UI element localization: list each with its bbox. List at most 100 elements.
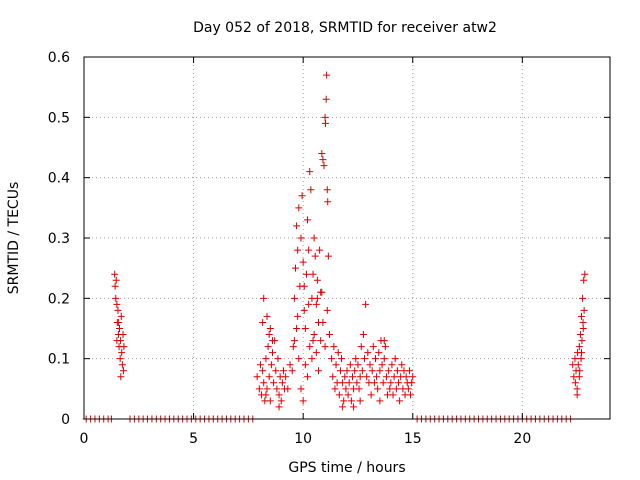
data-point xyxy=(338,355,346,363)
data-point xyxy=(255,385,263,393)
data-point xyxy=(293,325,301,332)
data-point xyxy=(391,355,399,363)
data-point xyxy=(273,385,281,393)
data-point xyxy=(340,397,348,405)
y-tick-label: 0.1 xyxy=(48,352,70,368)
data-point xyxy=(307,186,315,194)
data-point xyxy=(336,367,344,375)
data-point xyxy=(578,312,586,320)
y-tick-label: 0.3 xyxy=(48,231,70,247)
data-point xyxy=(319,318,327,326)
data-point xyxy=(300,306,308,314)
data-point xyxy=(319,156,327,164)
data-point xyxy=(266,325,274,332)
chart-title: Day 052 of 2018, SRMTID for receiver atw… xyxy=(193,20,497,36)
data-point xyxy=(113,300,121,308)
data-point xyxy=(405,367,413,375)
data-point xyxy=(325,331,333,339)
data-point xyxy=(318,150,326,158)
data-point xyxy=(279,367,287,375)
data-point xyxy=(379,379,387,387)
y-tick-label: 0 xyxy=(61,412,70,428)
data-point xyxy=(277,397,285,405)
data-point xyxy=(256,361,264,369)
x-tick-label: 15 xyxy=(404,431,422,447)
data-point xyxy=(573,391,581,399)
data-point xyxy=(309,337,317,345)
data-point xyxy=(299,258,307,266)
data-point xyxy=(301,361,309,369)
data-point xyxy=(300,282,308,290)
data-point xyxy=(313,276,321,284)
y-axis-label: SRMTID / TECUs xyxy=(6,182,22,295)
data-point xyxy=(316,246,324,254)
x-axis-label: GPS time / hours xyxy=(288,460,405,476)
data-point xyxy=(323,71,331,79)
data-point xyxy=(322,119,330,127)
data-point xyxy=(392,385,400,393)
data-point xyxy=(305,246,313,254)
axis-ticks: 0 5 10 15 20 0 0.1 0.2 0.3 0.4 0.5 0.6 xyxy=(48,50,610,447)
data-point xyxy=(334,349,342,357)
data-point xyxy=(118,349,126,357)
data-point xyxy=(368,367,376,375)
data-point xyxy=(361,355,369,363)
data-point xyxy=(402,373,410,381)
data-point xyxy=(359,331,367,339)
data-point xyxy=(260,379,268,387)
data-point xyxy=(118,361,126,369)
data-point xyxy=(115,318,123,326)
data-point xyxy=(324,198,332,206)
data-point xyxy=(362,300,370,308)
data-point xyxy=(571,379,579,387)
data-point xyxy=(376,367,384,375)
data-point xyxy=(352,355,360,363)
data-point xyxy=(262,355,270,363)
data-point xyxy=(363,373,371,381)
data-point xyxy=(579,294,587,302)
x-tick-label: 10 xyxy=(294,431,312,447)
data-point xyxy=(574,361,582,369)
data-point xyxy=(304,216,312,224)
data-point xyxy=(290,294,298,302)
data-point xyxy=(290,337,298,345)
data-point xyxy=(268,349,276,357)
data-point xyxy=(278,379,286,387)
data-point xyxy=(111,270,119,278)
data-point xyxy=(348,373,356,381)
data-point xyxy=(305,300,313,308)
data-point xyxy=(395,379,403,387)
data-point xyxy=(321,343,329,351)
data-point xyxy=(324,252,332,260)
data-point xyxy=(298,192,306,200)
data-point xyxy=(396,397,404,405)
data-point xyxy=(313,294,321,302)
x-tick-label: 0 xyxy=(80,431,89,447)
data-point xyxy=(580,306,588,314)
data-point xyxy=(364,349,372,357)
data-point xyxy=(310,331,318,339)
data-point xyxy=(312,349,320,357)
data-point xyxy=(302,270,310,278)
data-point xyxy=(350,403,358,411)
data-point xyxy=(306,343,314,351)
data-point xyxy=(317,337,325,345)
data-point xyxy=(286,361,294,369)
data-point xyxy=(347,397,355,405)
data-point xyxy=(580,276,588,284)
data-point xyxy=(369,343,377,351)
data-point xyxy=(265,373,273,381)
data-point xyxy=(297,385,305,393)
data-point xyxy=(380,355,388,363)
y-tick-label: 0.4 xyxy=(48,171,70,187)
data-point xyxy=(378,361,386,369)
data-point xyxy=(268,337,276,345)
data-point xyxy=(282,373,290,381)
data-point xyxy=(274,355,282,363)
data-point xyxy=(382,373,390,381)
data-point xyxy=(116,325,124,332)
data-point xyxy=(342,385,350,393)
data-point xyxy=(275,403,283,411)
data-point xyxy=(409,373,417,381)
